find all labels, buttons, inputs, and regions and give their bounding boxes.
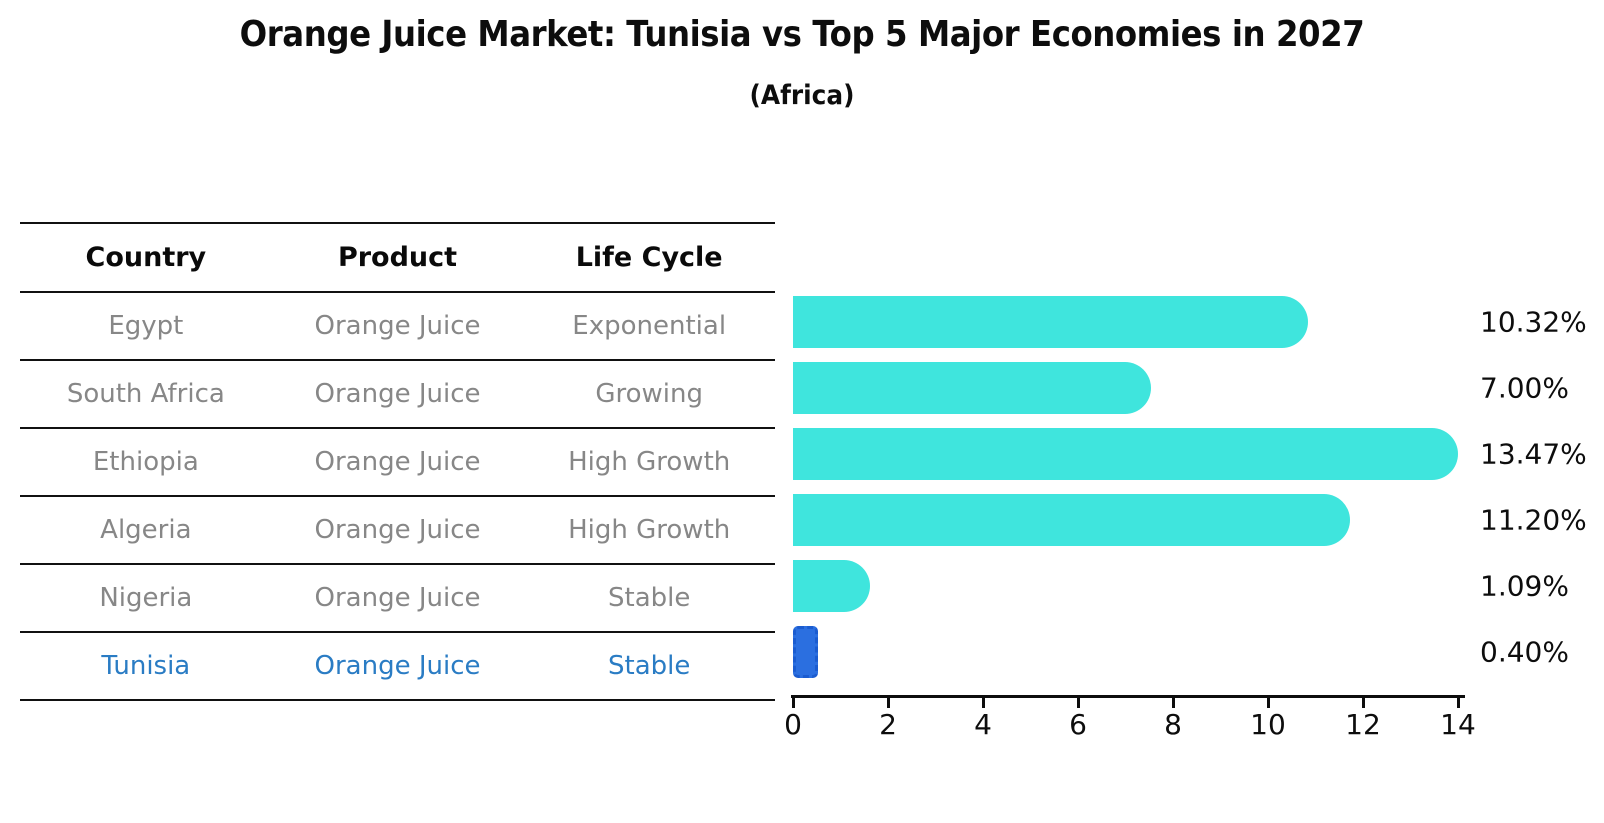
chart-subtitle: (Africa) (749, 80, 855, 111)
x-tick (792, 698, 795, 708)
x-tick-label: 4 (974, 708, 992, 741)
table-cell-country: Ethiopia (92, 447, 199, 477)
data-table: Country Product Life Cycle Egypt Orange J… (20, 222, 775, 701)
x-tick-label: 12 (1345, 708, 1381, 741)
x-tick-label: 14 (1440, 708, 1476, 741)
x-tick (1362, 698, 1365, 708)
x-tick (982, 698, 985, 708)
bar-south-africa (793, 362, 1151, 414)
table-row: Nigeria Orange Juice Stable (20, 565, 775, 633)
x-tick (1267, 698, 1270, 708)
table-cell-product: Orange Juice (314, 379, 481, 409)
table-cell-country: Algeria (100, 515, 192, 545)
table-cell-lifecycle: High Growth (568, 515, 731, 545)
bar-value-label: 7.00% (1480, 371, 1569, 405)
table-cell-product: Orange Juice (314, 583, 481, 613)
x-tick-label: 10 (1250, 708, 1286, 741)
table-cell-country: South Africa (66, 379, 225, 409)
table-row: South Africa Orange Juice Growing (20, 361, 775, 429)
table-row: Algeria Orange Juice High Growth (20, 497, 775, 565)
table-cell-country: Nigeria (99, 583, 193, 613)
table-cell-lifecycle: Exponential (572, 311, 727, 341)
bar-tunisia (793, 626, 818, 678)
bar-value-label: 1.09% (1480, 569, 1569, 603)
header-cell-lifecycle: Life Cycle (575, 242, 723, 273)
table-cell-product: Orange Juice (314, 447, 481, 477)
bar-algeria (793, 494, 1350, 546)
header-cell-product: Product (337, 242, 458, 273)
table-cell-lifecycle: Stable (608, 651, 691, 681)
table-header-row: Country Product Life Cycle (20, 222, 775, 293)
table-row: Egypt Orange Juice Exponential (20, 293, 775, 361)
table-cell-country: Tunisia (101, 651, 191, 681)
table-cell-country: Egypt (108, 311, 184, 341)
x-axis (791, 695, 1465, 698)
x-tick-label: 6 (1069, 708, 1087, 741)
table-body: Egypt Orange Juice Exponential South Africa… (20, 293, 775, 701)
x-tick (887, 698, 890, 708)
table-cell-product: Orange Juice (314, 311, 481, 341)
table-cell-lifecycle: High Growth (568, 447, 731, 477)
x-tick (1172, 698, 1175, 708)
x-tick-label: 0 (784, 708, 802, 741)
table-row: Ethiopia Orange Juice High Growth (20, 429, 775, 497)
table-cell-product: Orange Juice (314, 651, 481, 681)
x-tick (1457, 698, 1460, 708)
bar-egypt (793, 296, 1309, 348)
x-tick-label: 8 (1164, 708, 1182, 741)
chart-title: Orange Juice Market: Tunisia vs Top 5 Ma… (239, 14, 1365, 55)
bar-value-label: 13.47% (1480, 437, 1587, 471)
bar-value-label: 0.40% (1480, 635, 1569, 669)
table-row: Tunisia Orange Juice Stable (20, 633, 775, 701)
bar-nigeria (793, 560, 870, 612)
x-tick-label: 2 (879, 708, 897, 741)
bar-value-label: 10.32% (1480, 305, 1587, 339)
bar-ethiopia (793, 428, 1458, 480)
table-cell-product: Orange Juice (314, 515, 481, 545)
x-tick (1077, 698, 1080, 708)
table-cell-lifecycle: Growing (595, 379, 703, 409)
bar-value-label: 11.20% (1480, 503, 1587, 537)
table-cell-lifecycle: Stable (608, 583, 691, 613)
header-cell-country: Country (85, 242, 207, 273)
